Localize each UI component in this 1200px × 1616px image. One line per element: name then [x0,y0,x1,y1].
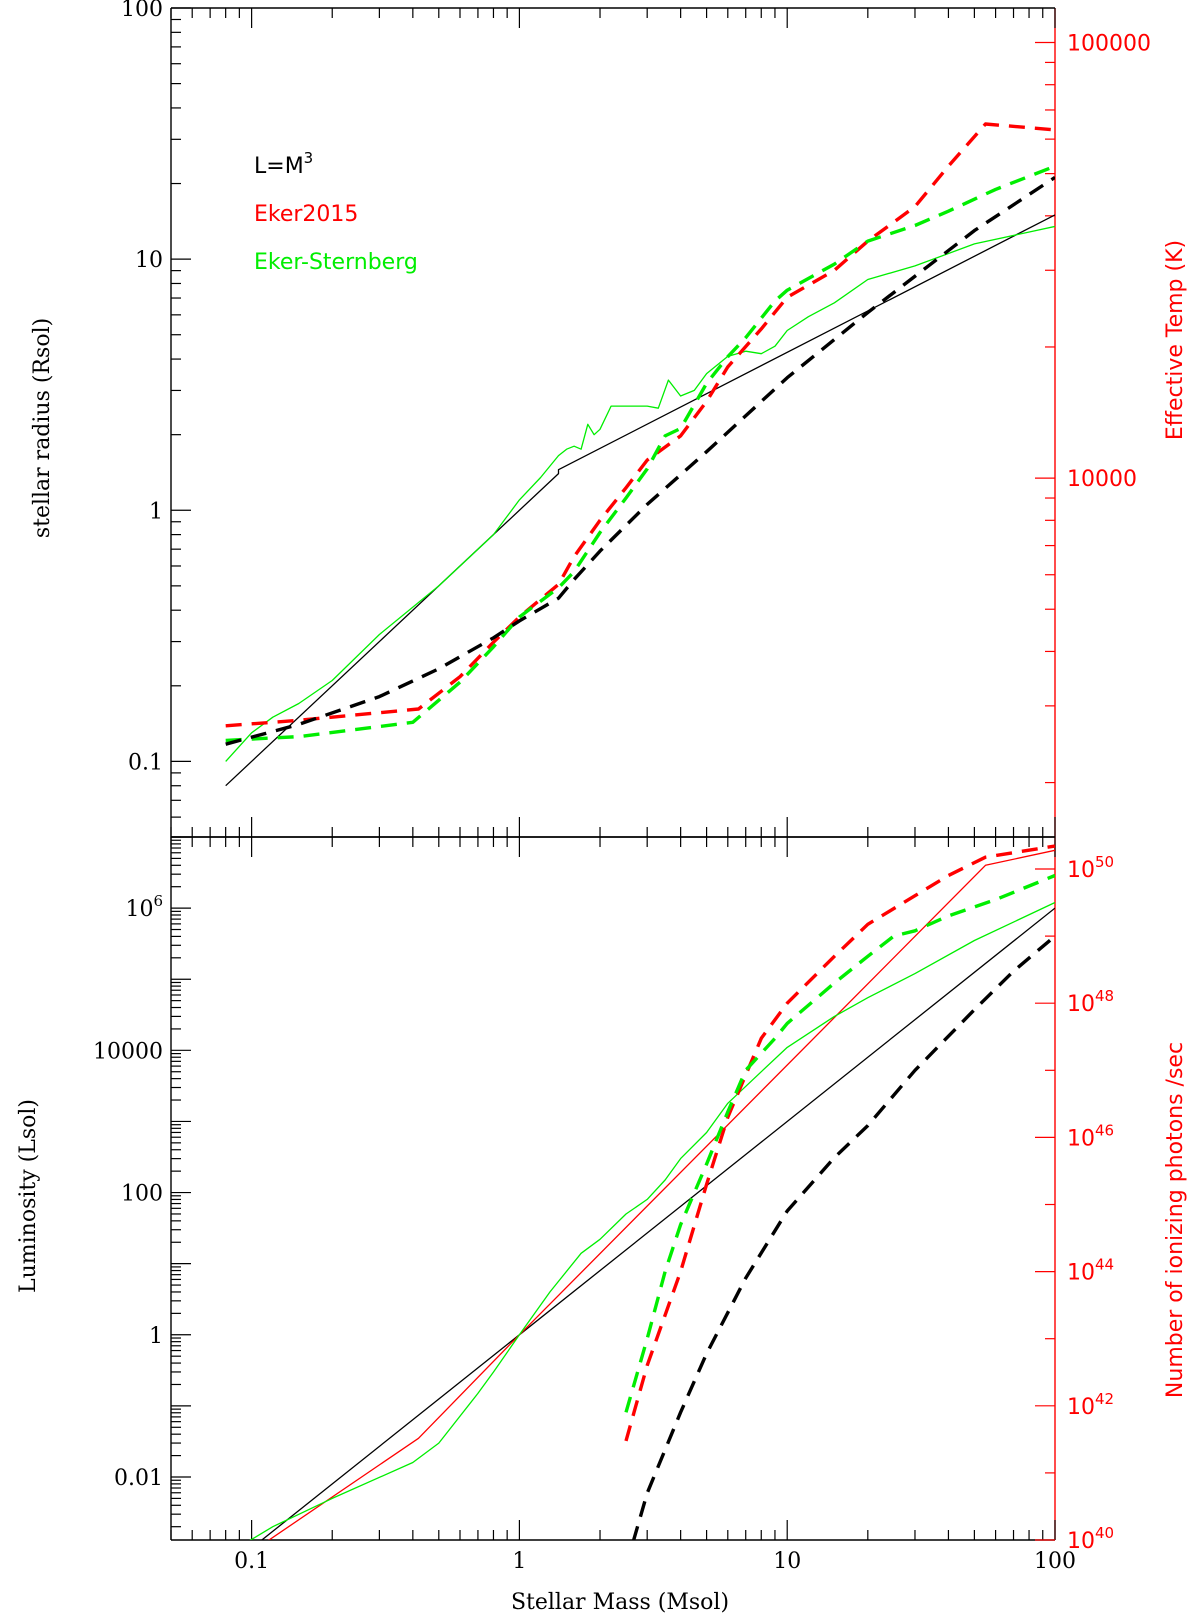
photons-axis-title: Number of ionizing photons /sec [1163,1042,1188,1398]
bottom-y-tick-label: 100 [121,1182,163,1207]
legend: L=M3 Eker2015 Eker-Sternberg [254,149,418,275]
bottom-y-tick-label: 0.01 [114,1466,163,1491]
series-eker2015-teff [225,122,1055,728]
bottom-y2-tick-label: 1050 [1067,853,1114,883]
legend-entry-lm3-text: L=M [254,154,304,179]
legend-entry-lm3-sup: 3 [304,149,314,167]
x-tick-label: 0.1 [234,1549,269,1574]
series-eker-sternberg-teff [225,164,1055,743]
top-y2-tick-label: 100000 [1067,31,1151,56]
bottom-y-tick-label: 1 [149,1324,163,1349]
legend-entry-eker-sternberg: Eker-Sternberg [254,250,418,275]
bottom-y2-tick-label: 1048 [1067,987,1114,1017]
top-y-tick-label: 0.1 [128,750,163,775]
radius-teff-panel: 0.1 1 10 100 10000 100000 [121,0,1151,838]
bottom-y-tick-label: 10000 [93,1039,163,1064]
bottom-y2-tick-label: 1042 [1067,1390,1114,1420]
top-y2-tick-label: 10000 [1067,467,1137,492]
bottom-series-group [249,844,1055,1540]
top-y-tick-label: 100 [121,0,163,22]
series-l-m-3-teff [225,175,1055,746]
series-l-m-3-luminosity [260,907,1055,1540]
mass-axis-title: Stellar Mass (Msol) [511,1590,729,1615]
luminosity-axis-title: Luminosity (Lsol) [16,1099,41,1293]
series-l-m-3-radius [225,214,1055,787]
x-tick-label: 10 [773,1549,801,1574]
series-eker2015-luminosity [267,849,1055,1540]
radius-axis-title: stellar radius (Rsol) [30,318,55,538]
bottom-y2-tick-label: 1040 [1067,1524,1114,1554]
teff-axis-title: Effective Temp (K) [1163,240,1188,440]
bottom-y2-tick-label: 1044 [1067,1256,1114,1286]
x-tick-label: 1 [512,1549,526,1574]
luminosity-photons-panel: 0.01 1 100 10000 106 1040 1042 1044 1046 1048 1050… [93,836,1114,1574]
top-y-tick-label: 10 [135,248,163,273]
series-eker2015-ionizing-photons [624,844,1055,1442]
bottom-y-tick-label: 106 [125,892,163,922]
series-eker-sternberg-radius [225,225,1055,762]
legend-entry-eker2015: Eker2015 [254,202,358,227]
series-l-m-3-ionizing-photons [631,934,1055,1540]
bottom-y2-tick-label: 1046 [1067,1121,1114,1151]
series-eker-sternberg-ionizing-photons [624,873,1055,1413]
top-series-group [225,122,1055,787]
legend-entry-lm3: L=M3 [254,149,313,179]
top-y-tick-label: 1 [149,499,163,524]
series-eker-sternberg-luminosity [249,901,1055,1540]
x-tick-label: 100 [1034,1549,1076,1574]
